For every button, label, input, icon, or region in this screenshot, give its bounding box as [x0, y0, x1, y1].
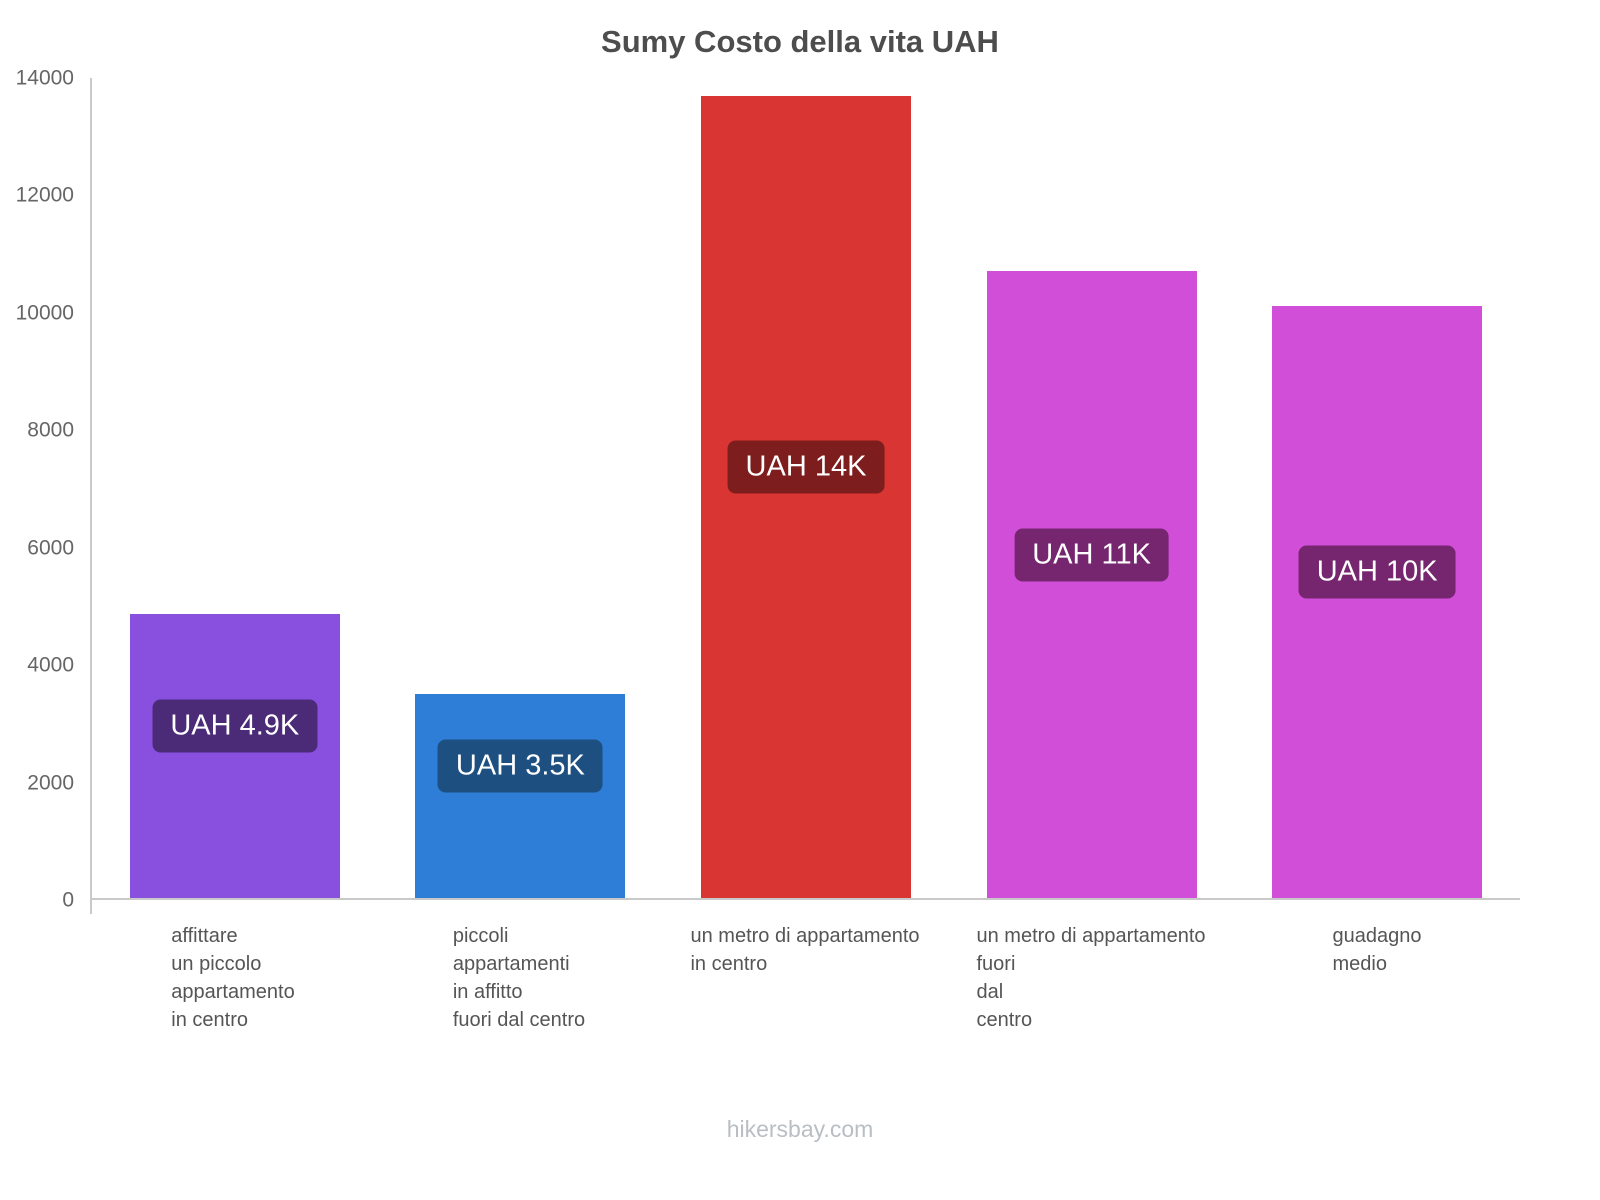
bar-value-badge: UAH 4.9K: [152, 699, 318, 753]
x-labels-row: affittare un piccolo appartamento in centro…: [90, 922, 1520, 1034]
x-axis-label: un metro di appartamento in centro: [690, 925, 920, 975]
y-axis-line-extension: [90, 898, 92, 914]
bar-column: UAH 14K: [663, 78, 949, 898]
watermark-text: hikersbay.com: [726, 1116, 874, 1142]
x-axis-label: un metro di appartamento fuori dal centro: [976, 925, 1206, 1031]
y-tick-label: 10000: [15, 301, 74, 325]
y-tick-label: 4000: [27, 653, 74, 677]
bar-value-badge: UAH 14K: [727, 440, 885, 494]
bar-value-badge: UAH 3.5K: [437, 739, 603, 793]
bar-column: UAH 4.9K: [92, 78, 378, 898]
bar-column: UAH 3.5K: [378, 78, 664, 898]
bar-value-badge: UAH 11K: [1014, 528, 1169, 582]
plot-area: UAH 4.9K UAH 3.5K UAH 14K UAH 11K UAH 10K: [90, 78, 1520, 914]
bar: UAH 11K: [986, 271, 1197, 898]
chart-title: Sumy Costo della vita UAH: [601, 24, 999, 59]
bar-column: UAH 10K: [1234, 78, 1520, 898]
y-axis: 0 2000 4000 6000 8000 10000 12000 14000: [0, 68, 82, 911]
x-axis-label: piccoli appartamenti in affitto fuori dal c…: [452, 925, 586, 1031]
bar-column: UAH 11K: [949, 78, 1235, 898]
y-tick-label: 2000: [27, 771, 74, 795]
bar: UAH 4.9K: [129, 613, 340, 898]
y-tick-label: 6000: [27, 536, 74, 560]
bar-value-badge: UAH 10K: [1298, 545, 1456, 599]
y-tick-label: 12000: [15, 183, 74, 207]
y-tick-label: 8000: [27, 418, 74, 442]
x-axis-label: guadagno medio: [1332, 925, 1422, 975]
bar: UAH 14K: [700, 95, 911, 898]
bars-row: UAH 4.9K UAH 3.5K UAH 14K UAH 11K UAH 10K: [92, 78, 1520, 898]
y-tick-label: 0: [62, 888, 74, 912]
bar: UAH 10K: [1272, 306, 1483, 898]
bar: UAH 3.5K: [415, 694, 626, 898]
y-tick-label: 14000: [15, 66, 74, 90]
x-axis-label: affittare un piccolo appartamento in centro: [171, 925, 295, 1031]
